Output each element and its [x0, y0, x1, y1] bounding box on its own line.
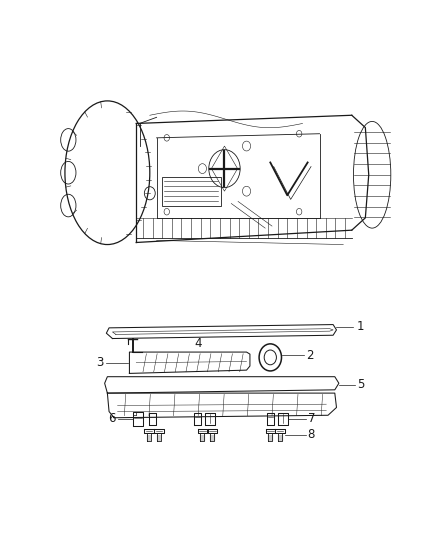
Text: 8: 8 — [307, 428, 315, 441]
Text: 7: 7 — [307, 413, 315, 425]
Text: 1: 1 — [357, 320, 364, 333]
Text: 6: 6 — [108, 413, 116, 425]
Text: 2: 2 — [306, 349, 314, 362]
Text: 5: 5 — [357, 378, 364, 391]
Text: 4: 4 — [194, 337, 202, 350]
Text: 3: 3 — [97, 356, 104, 369]
Bar — [162, 177, 221, 206]
